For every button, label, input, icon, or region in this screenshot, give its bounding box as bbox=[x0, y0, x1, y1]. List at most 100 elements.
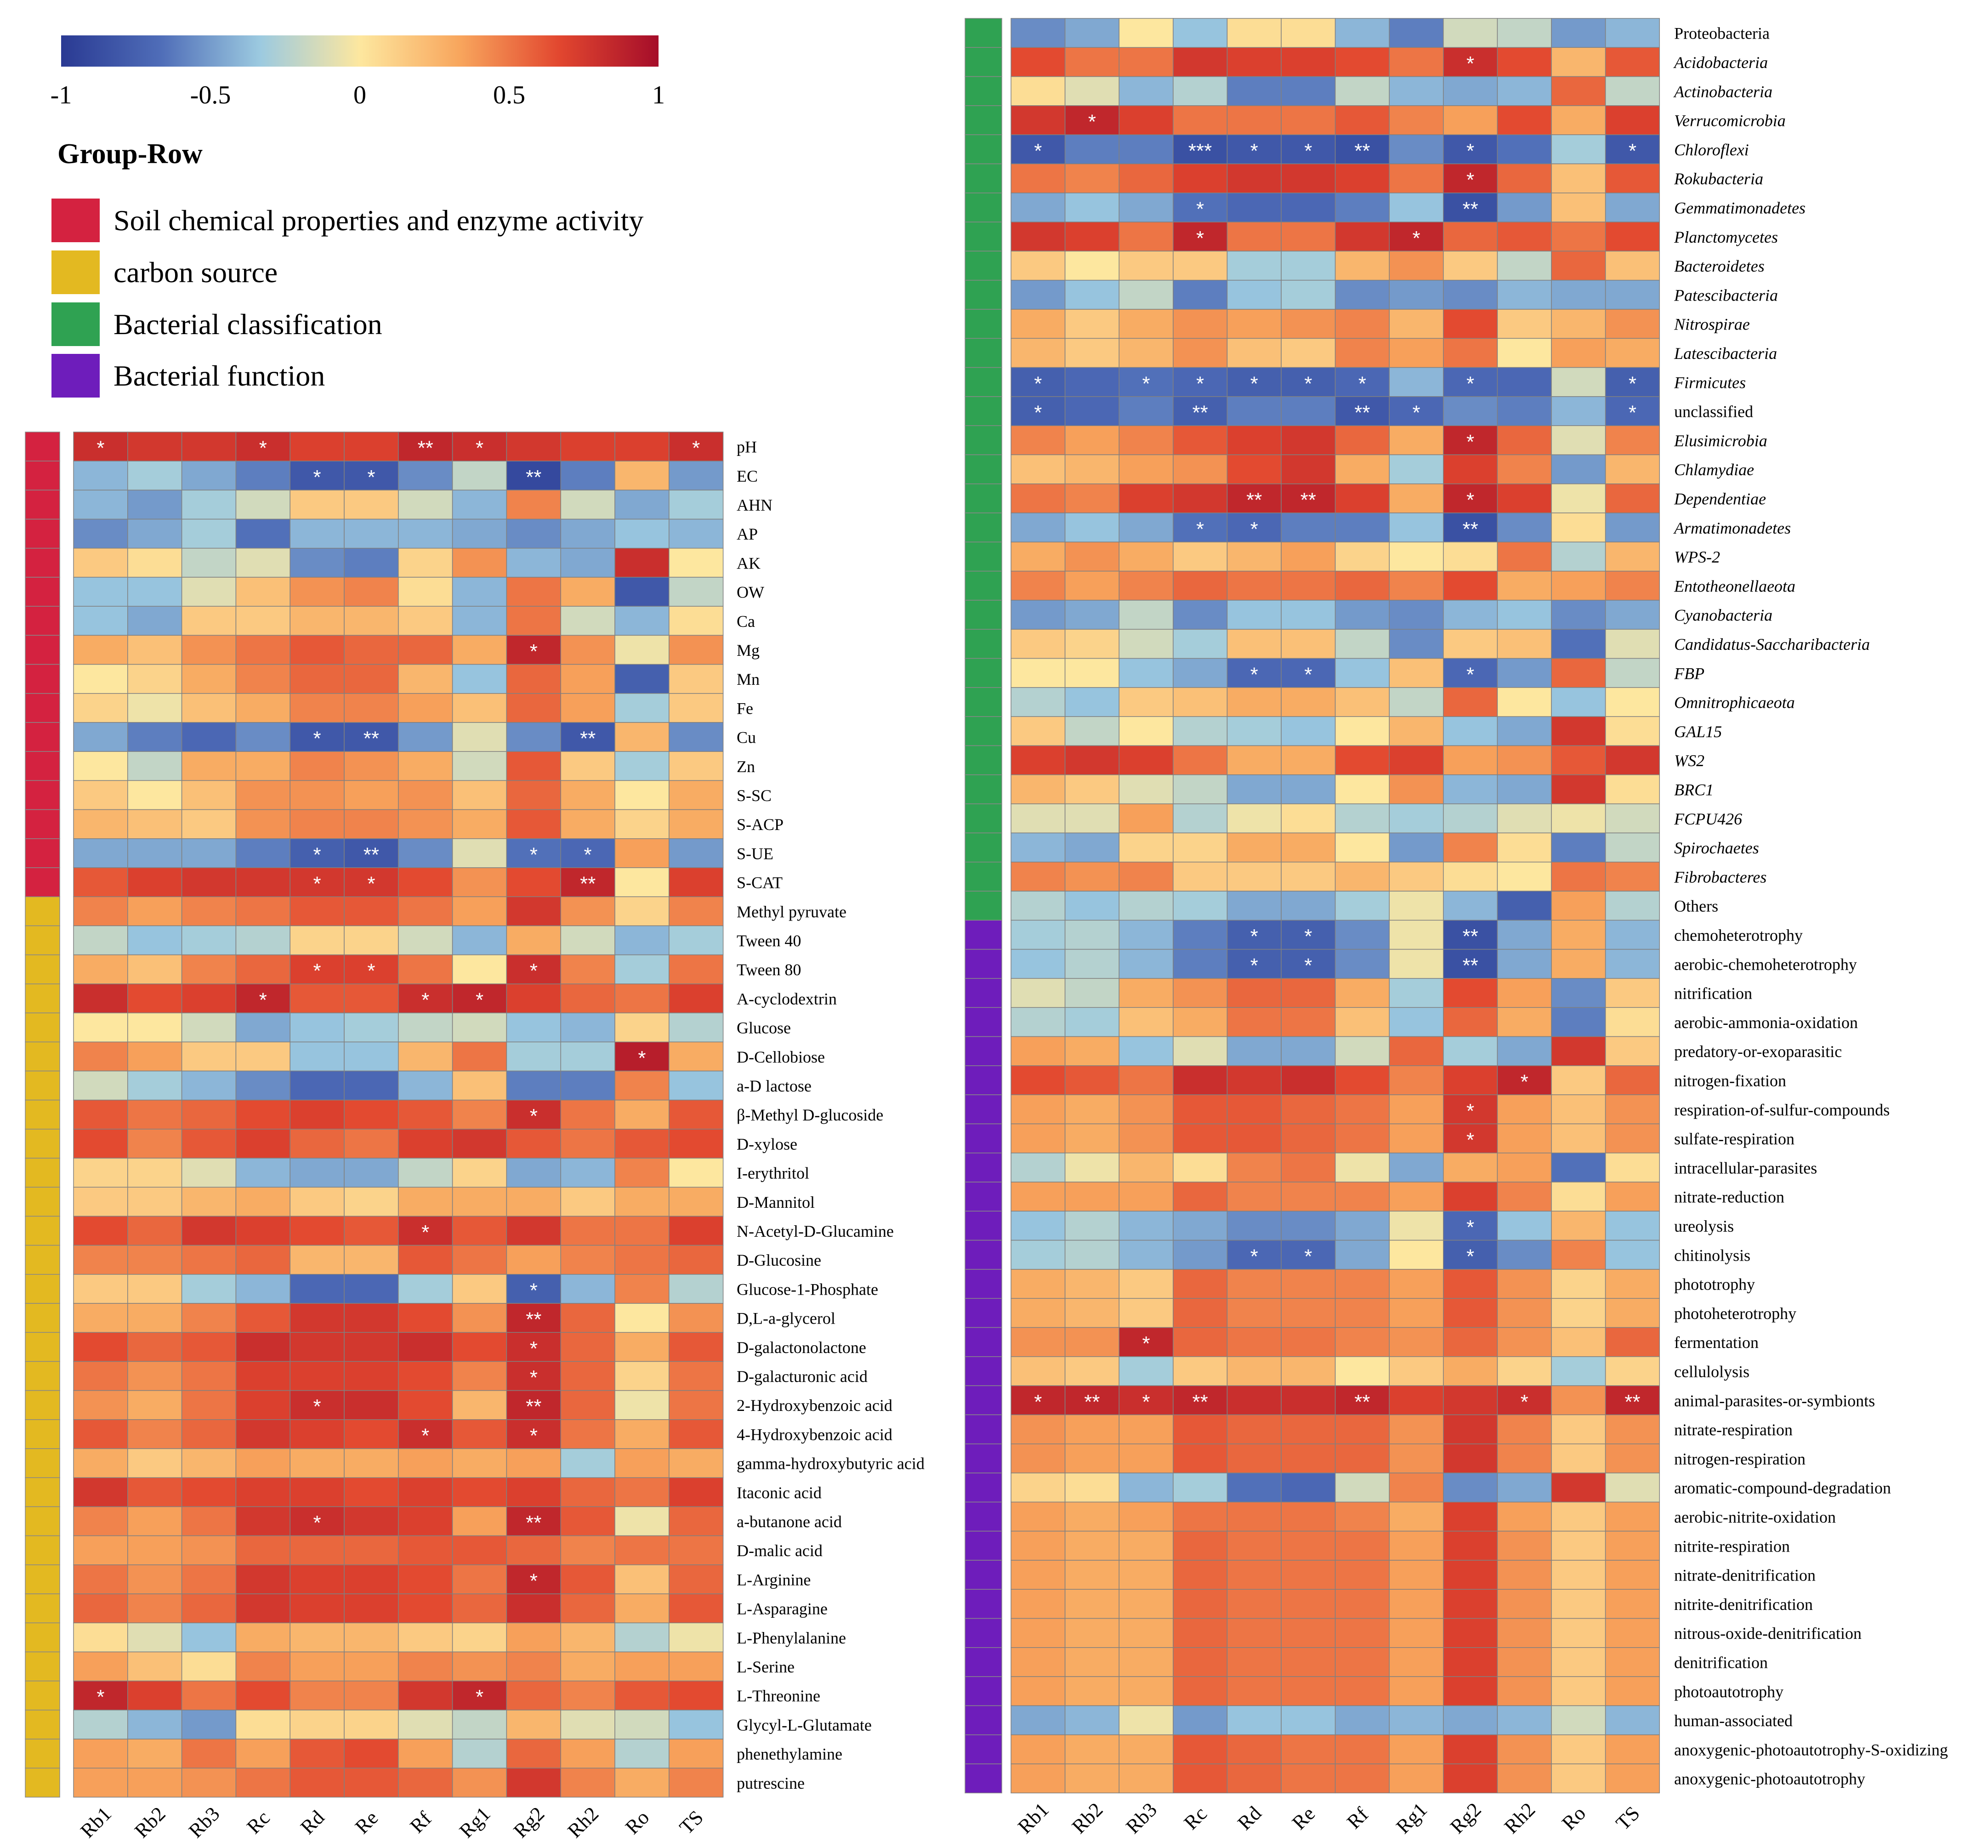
heatmap-cell bbox=[1389, 570, 1444, 601]
heatmap-cell bbox=[1497, 1647, 1552, 1677]
group-bar-cell bbox=[25, 1012, 60, 1042]
heatmap-cell bbox=[1119, 629, 1174, 659]
heatmap-cell bbox=[560, 1680, 615, 1711]
row-label: unclassified bbox=[1674, 403, 1753, 421]
column-label: Rb2 bbox=[1068, 1798, 1108, 1838]
heatmap-cell bbox=[235, 1477, 290, 1507]
heatmap-cell bbox=[290, 1535, 345, 1565]
heatmap-cell bbox=[1551, 222, 1606, 252]
heatmap-cell bbox=[1281, 1298, 1336, 1328]
heatmap-cell bbox=[1443, 1211, 1498, 1241]
heatmap-cell bbox=[344, 867, 399, 897]
heatmap-cell bbox=[1335, 803, 1390, 834]
heatmap-cell bbox=[1119, 105, 1174, 135]
heatmap-cell bbox=[1497, 1530, 1552, 1561]
heatmap-cell bbox=[1227, 1414, 1282, 1444]
row-label: D-Mannitol bbox=[737, 1193, 815, 1211]
heatmap-cell bbox=[1011, 745, 1066, 775]
heatmap-cell bbox=[1497, 163, 1552, 193]
heatmap-cell bbox=[181, 722, 237, 752]
heatmap-cell bbox=[344, 984, 399, 1013]
heatmap-cell bbox=[398, 693, 453, 723]
heatmap-cell bbox=[1227, 1501, 1282, 1532]
heatmap-cell bbox=[1173, 1298, 1228, 1328]
legend-label: carbon source bbox=[114, 256, 278, 289]
heatmap-cell bbox=[1497, 1327, 1552, 1357]
heatmap-cell bbox=[506, 838, 561, 868]
heatmap-cell bbox=[1011, 512, 1066, 543]
heatmap-cell bbox=[1551, 803, 1606, 834]
heatmap-cell bbox=[1335, 978, 1390, 1008]
heatmap-cell bbox=[1443, 47, 1498, 77]
heatmap-cell bbox=[235, 1187, 290, 1217]
heatmap-cell bbox=[1119, 193, 1174, 222]
heatmap-cell bbox=[1551, 163, 1606, 193]
heatmap-cell bbox=[1497, 1152, 1552, 1183]
heatmap-cell bbox=[452, 461, 507, 491]
group-bar-cell bbox=[25, 1274, 60, 1304]
heatmap-cell bbox=[1119, 803, 1174, 834]
heatmap-cell bbox=[235, 548, 290, 578]
heatmap-cell bbox=[127, 809, 182, 839]
heatmap-cell bbox=[1335, 222, 1390, 252]
heatmap-cell bbox=[290, 1768, 345, 1798]
heatmap-cell bbox=[560, 635, 615, 665]
heatmap-cell bbox=[1119, 1676, 1174, 1706]
column-label: Rb1 bbox=[1013, 1798, 1053, 1838]
heatmap-cell bbox=[1605, 629, 1660, 659]
heatmap-cell bbox=[398, 896, 453, 927]
heatmap-cell bbox=[1173, 1036, 1228, 1066]
significance-mark: * bbox=[313, 466, 321, 489]
heatmap-cell bbox=[1605, 134, 1660, 165]
heatmap-cell bbox=[181, 1332, 237, 1362]
significance-mark: * bbox=[530, 640, 538, 663]
heatmap-cell bbox=[669, 489, 724, 520]
heatmap-cell bbox=[1119, 716, 1174, 746]
heatmap-cell bbox=[127, 780, 182, 810]
heatmap-cell bbox=[1173, 396, 1228, 426]
significance-mark: ** bbox=[364, 728, 379, 750]
heatmap-cell bbox=[344, 1710, 399, 1740]
heatmap-cell bbox=[506, 1158, 561, 1188]
significance-mark: ** bbox=[364, 843, 379, 866]
heatmap-cell bbox=[1281, 1094, 1336, 1125]
heatmap-cell bbox=[1119, 1182, 1174, 1212]
heatmap-cell bbox=[1064, 1065, 1119, 1095]
heatmap-cell bbox=[1443, 570, 1498, 601]
heatmap-cell bbox=[127, 1477, 182, 1507]
heatmap-cell bbox=[1389, 861, 1444, 892]
heatmap-cell bbox=[1551, 978, 1606, 1008]
heatmap-cell bbox=[344, 809, 399, 839]
heatmap-cell bbox=[344, 954, 399, 984]
significance-mark: * bbox=[1250, 663, 1258, 686]
heatmap-cell bbox=[560, 1390, 615, 1420]
group-bar-cell bbox=[965, 483, 1002, 513]
heatmap-cell bbox=[1605, 279, 1660, 310]
heatmap-cell bbox=[1605, 978, 1660, 1008]
heatmap-cell bbox=[1551, 1182, 1606, 1212]
column-label: Rf bbox=[1342, 1803, 1373, 1833]
heatmap-cell bbox=[73, 693, 128, 723]
legend-item-bacterial-function: Bacterial function bbox=[51, 354, 325, 398]
heatmap-cell bbox=[669, 1564, 724, 1594]
significance-mark: * bbox=[259, 437, 267, 460]
row-label: Zn bbox=[737, 757, 755, 776]
heatmap-cell bbox=[1443, 76, 1498, 106]
row-label: OW bbox=[737, 583, 764, 602]
heatmap-cell bbox=[1281, 1560, 1336, 1590]
heatmap-cell bbox=[506, 1041, 561, 1072]
heatmap-cell bbox=[614, 867, 670, 897]
heatmap-cell bbox=[1443, 454, 1498, 484]
significance-mark: * bbox=[1304, 140, 1312, 162]
heatmap-cell bbox=[452, 867, 507, 897]
heatmap-cell bbox=[127, 1245, 182, 1275]
heatmap-cell bbox=[73, 548, 128, 578]
heatmap-cell bbox=[1443, 1298, 1498, 1328]
heatmap-cell bbox=[1064, 1734, 1119, 1764]
heatmap-cell bbox=[452, 1768, 507, 1798]
heatmap-cell bbox=[181, 1216, 237, 1246]
heatmap-cell bbox=[1497, 629, 1552, 659]
heatmap-cell bbox=[127, 635, 182, 665]
heatmap-cell bbox=[127, 1129, 182, 1159]
heatmap-cell bbox=[1173, 1560, 1228, 1590]
